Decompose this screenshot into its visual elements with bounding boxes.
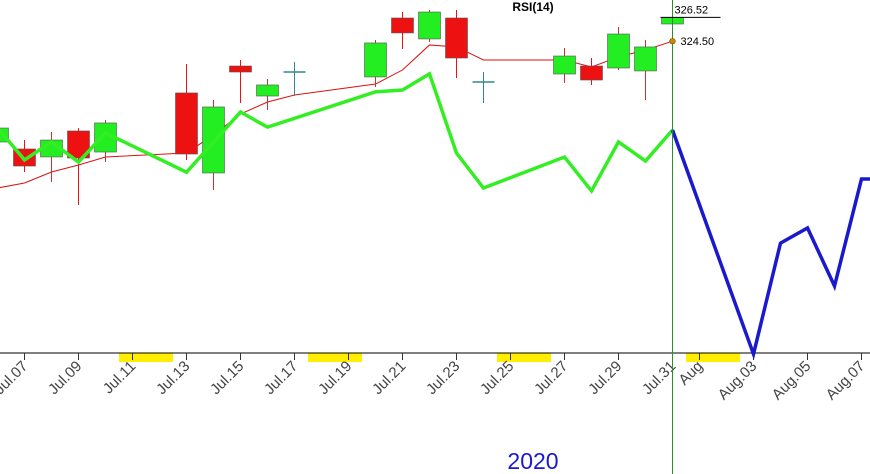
candle-body: [391, 17, 414, 34]
candle-body: [229, 65, 252, 73]
x-tick-label: Aug.07: [823, 358, 869, 404]
line-series: [670, 129, 870, 361]
candle-body: [418, 11, 441, 40]
price-label: 326.52: [675, 4, 709, 16]
candle-body: [445, 17, 468, 59]
x-tick-label: Jul.25: [477, 358, 517, 398]
x-tick-label: Jul.19: [315, 358, 355, 398]
candle-body: [607, 33, 630, 69]
weekend-band: [308, 353, 335, 362]
candle-body: [175, 92, 198, 155]
chart-title: RSI(14): [512, 0, 553, 14]
weekend-band: [146, 353, 173, 362]
x-tick-label: Jul.21: [369, 358, 409, 398]
candle-body: [256, 84, 279, 97]
x-tick-label: Jul.31: [639, 358, 679, 398]
x-tick-label: Jul.15: [207, 358, 247, 398]
x-tick-label: Aug.05: [769, 358, 815, 404]
x-tick-label: Jul.29: [585, 358, 625, 398]
x-tick-label: Jul.23: [423, 358, 463, 398]
x-tick-label: Jul.27: [531, 358, 571, 398]
candle-body: [634, 46, 657, 72]
x-axis-label: 2020: [507, 448, 558, 474]
price-marker-dot: [669, 38, 676, 45]
weekend-band: [713, 353, 740, 362]
candle-body: [67, 130, 90, 159]
x-tick-label: Aug.03: [715, 358, 761, 404]
x-tick-label: Jul.13: [153, 358, 193, 398]
x-tick-label: Jul.17: [261, 358, 301, 398]
x-tick-label: Aug: [675, 358, 706, 389]
x-tick-label: Jul.09: [45, 358, 85, 398]
candle-body: [364, 42, 387, 78]
weekend-band: [524, 353, 551, 362]
candle-body: [553, 55, 576, 75]
line-series: [0, 71, 674, 195]
candle-body: [580, 65, 603, 81]
x-tick-label: Jul.07: [0, 358, 31, 398]
x-tick-label: Jul.11: [100, 358, 140, 398]
price-label: 324.50: [681, 36, 715, 48]
